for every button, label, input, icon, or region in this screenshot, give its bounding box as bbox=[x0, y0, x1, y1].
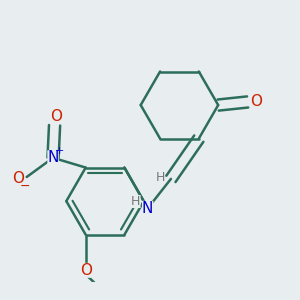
Text: O: O bbox=[250, 94, 262, 109]
Text: H: H bbox=[131, 195, 141, 208]
Text: O: O bbox=[80, 263, 92, 278]
Text: −: − bbox=[19, 180, 30, 193]
Text: N: N bbox=[47, 150, 59, 165]
Text: H: H bbox=[155, 171, 165, 184]
Text: N: N bbox=[142, 201, 153, 216]
Text: +: + bbox=[55, 146, 64, 156]
Text: O: O bbox=[50, 109, 62, 124]
Text: O: O bbox=[12, 171, 24, 186]
